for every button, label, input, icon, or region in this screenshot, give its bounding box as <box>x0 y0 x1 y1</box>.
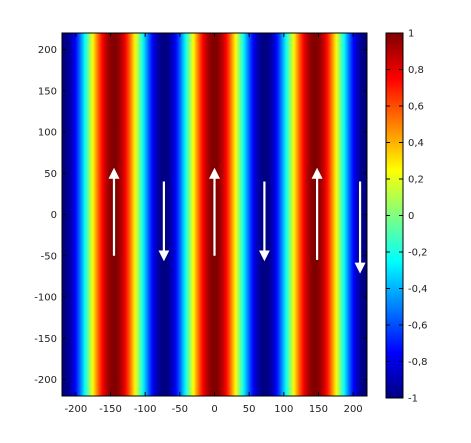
y-tick-label: 100 <box>38 128 57 139</box>
heatmap-plot: -200 -150 -100 -50 0 50 100 150 200 200 150 100 50 0… <box>34 32 368 415</box>
y-tick-label: -200 <box>34 375 57 386</box>
x-tick-label: 150 <box>309 404 328 415</box>
colorbar-fill <box>386 33 403 398</box>
y-tick-label: 0 <box>51 210 57 221</box>
y-axis-ticks: 200 150 100 50 0 -50 -100 -150 -200 <box>34 45 367 386</box>
colorbar-tick-label: 0,8 <box>408 65 424 76</box>
y-tick-label: 200 <box>38 45 57 56</box>
y-tick-label: -100 <box>34 293 57 304</box>
arrows-layer <box>108 167 366 274</box>
x-tick-label: 50 <box>243 404 256 415</box>
colorbar-tick-label: 0,6 <box>408 102 424 113</box>
colorbar-tick-label: -0,4 <box>408 284 428 295</box>
y-tick-label: 50 <box>44 169 57 180</box>
x-axis-ticks: -200 -150 -100 -50 0 50 100 150 200 <box>65 33 363 415</box>
x-tick-label: 100 <box>274 404 293 415</box>
x-tick-label: -150 <box>99 404 122 415</box>
colorbar-tick-label: 0,4 <box>408 138 424 149</box>
y-tick-label: 150 <box>38 86 57 97</box>
y-tick-label: -150 <box>34 334 57 345</box>
colorbar-ticks: 1 0,8 0,6 0,4 0,2 0 -0,2 -0,4 -0,6 -0,8 -1 <box>386 29 428 405</box>
colorbar-tick-label: 1 <box>408 29 414 40</box>
colorbar-tick-label: -0,2 <box>408 248 428 259</box>
colorbar-tick-label: 0,2 <box>408 175 424 186</box>
colorbar-tick-label: -0,6 <box>408 321 428 332</box>
colorbar: 1 0,8 0,6 0,4 0,2 0 -0,2 -0,4 -0,6 -0,8 -1 <box>385 29 428 405</box>
x-tick-label: -200 <box>65 404 88 415</box>
x-tick-label: 0 <box>211 404 217 415</box>
x-tick-label: 200 <box>344 404 363 415</box>
colorbar-tick-label: -0,8 <box>408 357 428 368</box>
x-tick-label: -100 <box>134 404 157 415</box>
colorbar-tick-label: -1 <box>408 394 418 405</box>
y-tick-label: -50 <box>41 251 57 262</box>
x-tick-label: -50 <box>172 404 188 415</box>
colorbar-tick-label: 0 <box>408 211 414 222</box>
